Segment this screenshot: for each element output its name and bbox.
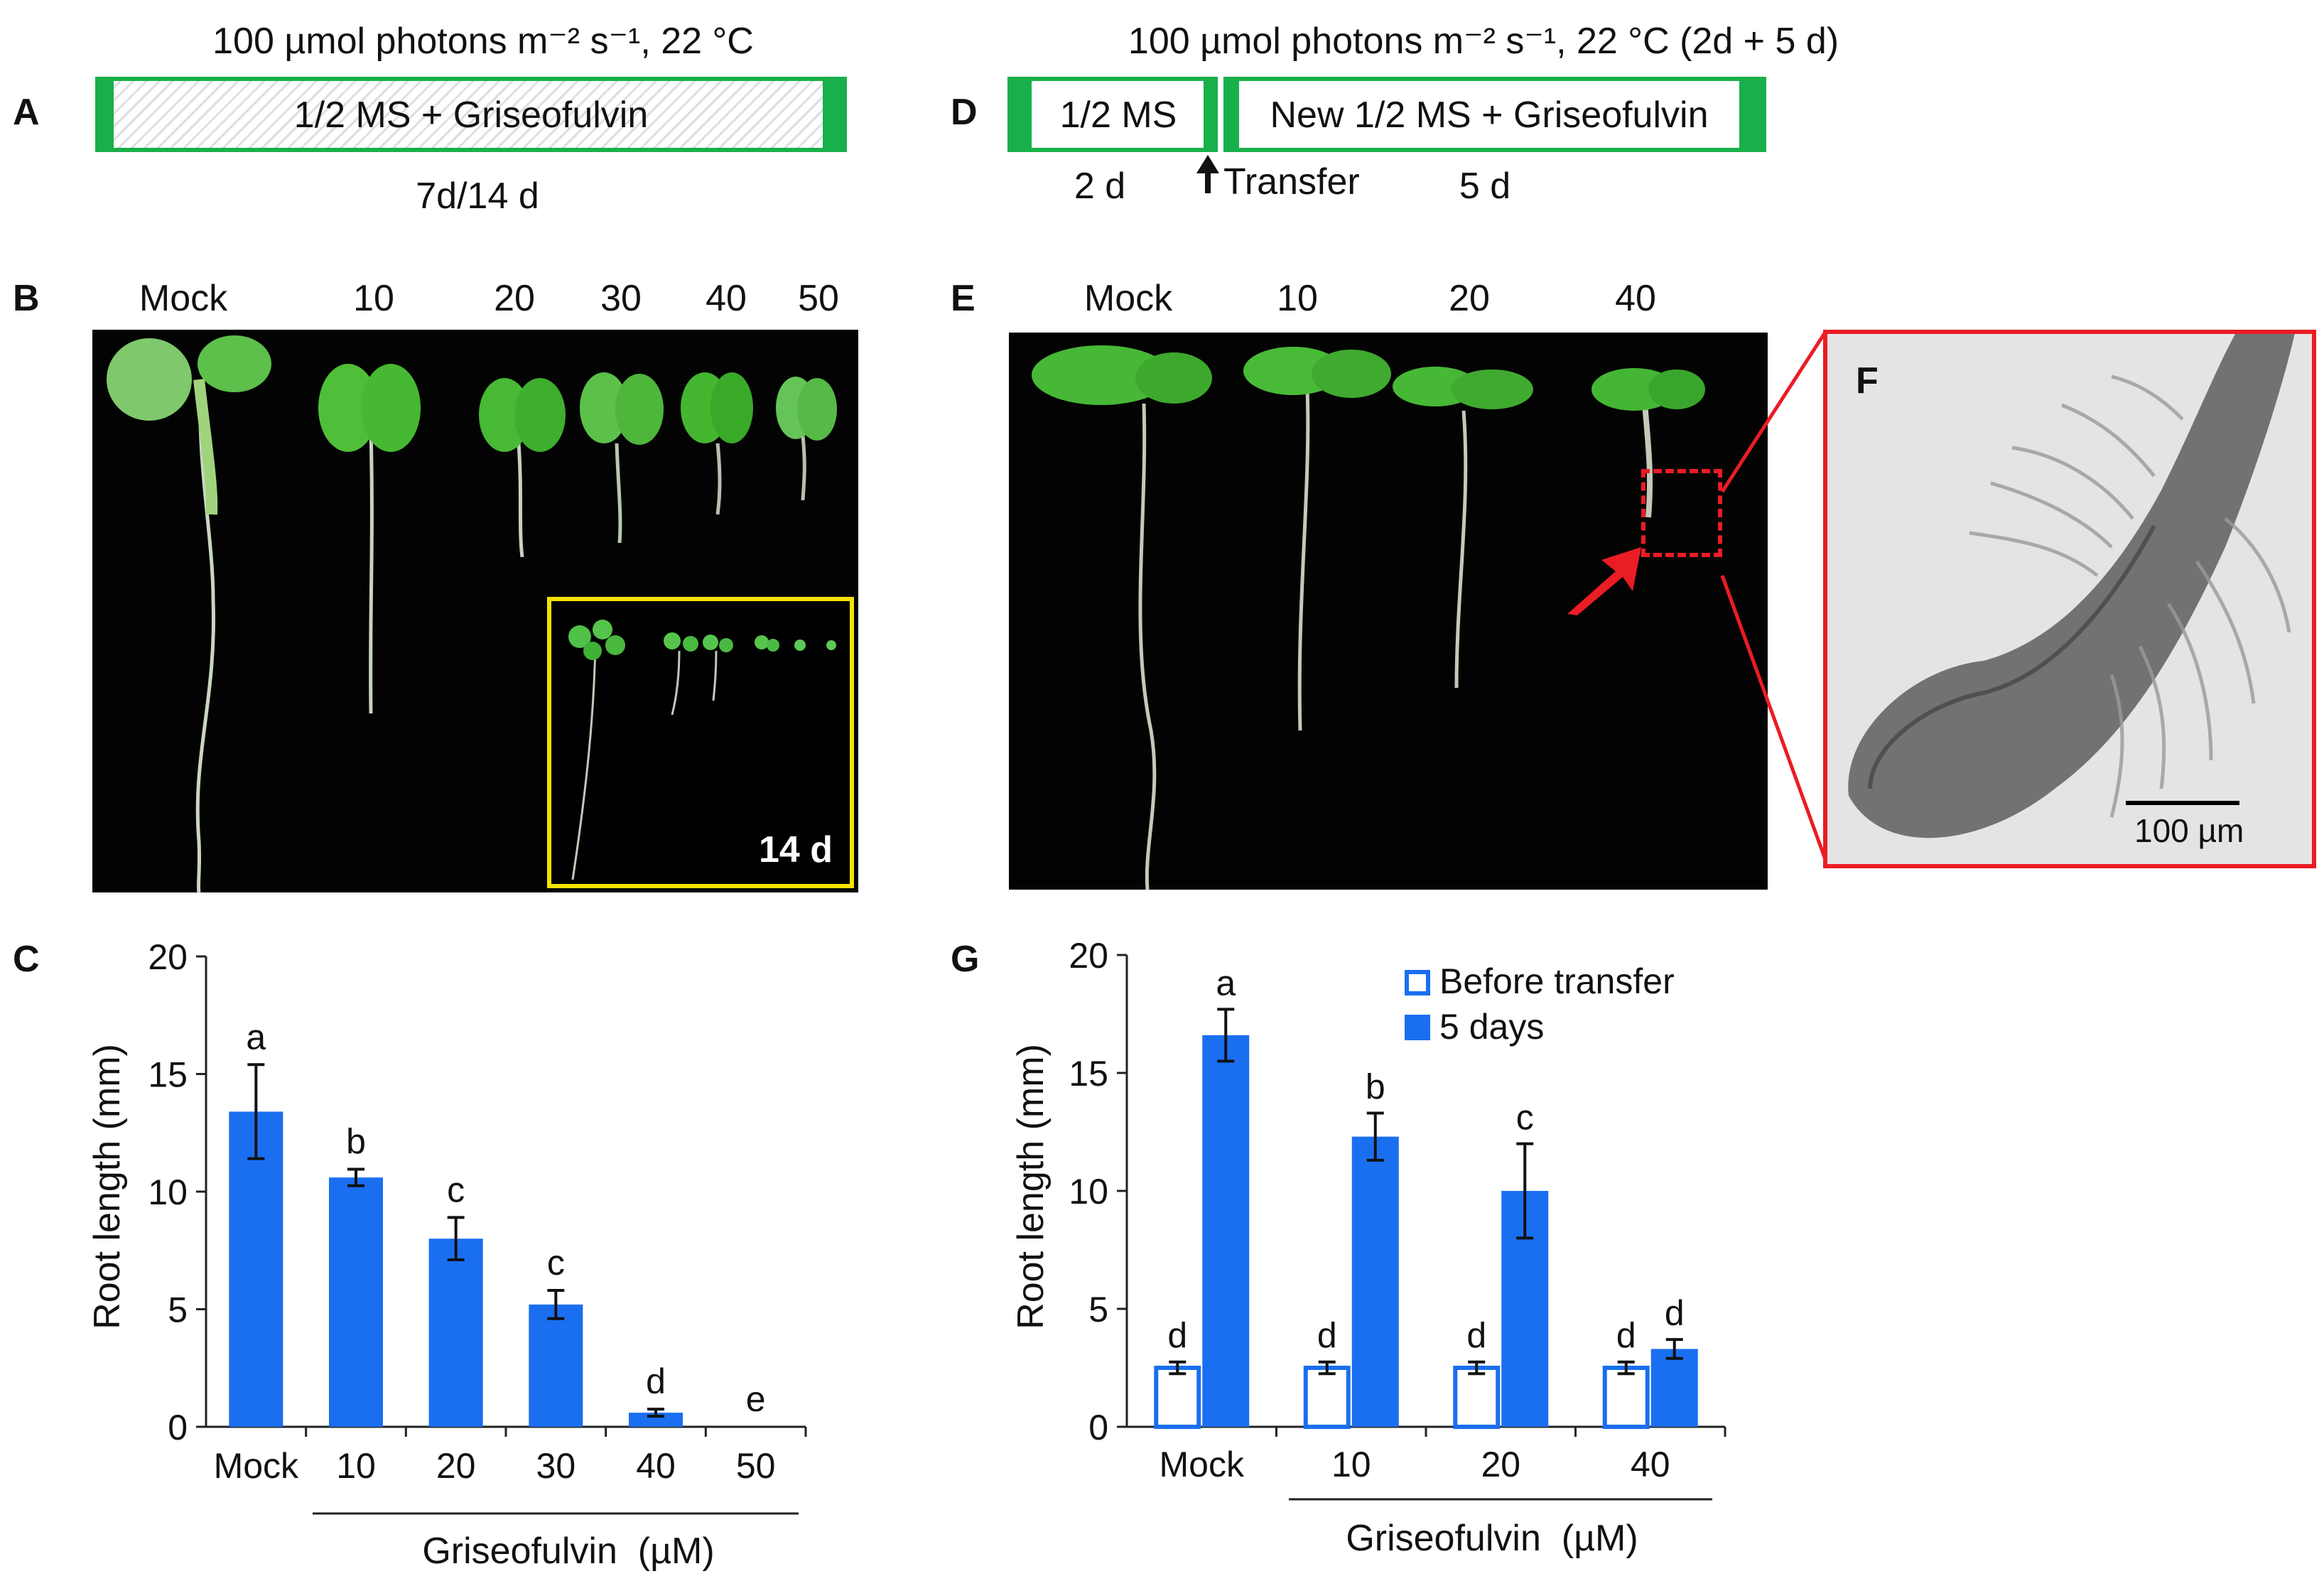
panel-label-a: A	[13, 92, 40, 133]
chart-g-sig-letter: d	[1317, 1316, 1337, 1356]
chart-g-bar-5-days	[1351, 1136, 1399, 1427]
chart-g-sig-letter: d	[1665, 1293, 1685, 1333]
chart-g-bar-before-transfer	[1303, 1366, 1351, 1429]
chart-g-sig-letter: b	[1366, 1067, 1385, 1106]
chart-c-sig-letter: b	[346, 1122, 366, 1162]
chart-g-ylabel: Root length (mm)	[1010, 1044, 1052, 1329]
panel-a-condition: 100 µmol photons m⁻² s⁻¹, 22 °C	[212, 21, 754, 62]
panel-b-col-40: 40	[706, 278, 747, 319]
chart-c-ytick-label: 15	[148, 1055, 188, 1095]
chart-c-sig-letter: c	[447, 1170, 465, 1209]
chart-c-bar	[629, 1413, 683, 1427]
panel-f-micrograph: F 100 µm	[1823, 330, 2316, 868]
panel-e-col-40: 40	[1615, 278, 1656, 319]
legend-swatch-before-transfer	[1405, 970, 1430, 995]
chart-c-ytick-label: 5	[168, 1290, 188, 1330]
chart-g-bar-5-days	[1202, 1035, 1250, 1427]
panel-d-condition: 100 µmol photons m⁻² s⁻¹, 22 °C (2d + 5 …	[1128, 21, 1839, 62]
panel-e-col-10: 10	[1277, 278, 1318, 319]
panel-d-medium-after: New 1/2 MS + Griseofulvin	[1270, 95, 1709, 136]
panel-d-duration-before: 2 d	[1074, 166, 1126, 207]
chart-c-category-label: 30	[536, 1446, 576, 1486]
chart-c-bar	[229, 1111, 283, 1427]
panel-a-medium-bar: 1/2 MS + Griseofulvin	[95, 77, 847, 152]
chart-c-bar	[329, 1177, 383, 1427]
chart-c-ytick-label: 10	[148, 1172, 188, 1212]
panel-label-g: G	[951, 939, 980, 980]
chart-g-bar-before-transfer	[1602, 1366, 1650, 1429]
chart-g-sig-letter: d	[1167, 1316, 1187, 1356]
root-micrograph-image	[1827, 334, 2312, 864]
chart-c-sig-letter: a	[246, 1017, 266, 1057]
panel-b-inset-label: 14 d	[758, 829, 833, 870]
chart-c-ytick-label: 0	[168, 1408, 188, 1447]
panel-e-col-mock: Mock	[1083, 278, 1173, 319]
legend-label-5-days: 5 days	[1439, 1007, 1544, 1047]
transfer-arrow-icon	[1196, 155, 1219, 193]
chart-g-ytick-label: 20	[1069, 936, 1108, 976]
legend-label-before-transfer: Before transfer	[1439, 961, 1675, 1001]
chart-c-bar	[428, 1239, 483, 1427]
chart-c-category-label: 50	[736, 1446, 776, 1486]
chart-c-ylabel: Root length (mm)	[87, 1044, 128, 1329]
chart-g-bar-5-days	[1650, 1349, 1698, 1427]
chart-c-sig-letter: e	[746, 1379, 766, 1419]
panel-b-col-50: 50	[798, 278, 839, 319]
chart-c-category-label: 20	[436, 1446, 476, 1486]
panel-b-col-30: 30	[600, 278, 642, 319]
panel-d-transfer-label: Transfer	[1223, 161, 1360, 203]
panel-b-seedling-photo: 14 d	[92, 330, 858, 892]
red-arrow-icon	[1567, 547, 1641, 615]
panel-label-e: E	[951, 278, 975, 319]
chart-c: 0 5 10 15 20 a Mock b 10 c 20 c 30 d 40 e 50 Root lengt…	[87, 937, 807, 1572]
chart-g-category-label: 10	[1331, 1445, 1371, 1484]
chart-c-category-label: Mock	[214, 1446, 299, 1486]
zoom-connector	[1720, 330, 1828, 862]
chart-g-category-label: Mock	[1160, 1445, 1245, 1484]
panel-e-seedling-photo	[1009, 333, 1768, 890]
chart-g-xlabel: Griseofulvin (µM)	[1346, 1518, 1638, 1559]
chart-g-ytick-label: 0	[1088, 1408, 1108, 1447]
panel-e-col-20: 20	[1449, 278, 1490, 319]
panel-label-f: F	[1856, 360, 1879, 401]
panel-label-d: D	[951, 92, 978, 133]
chart-c-sig-letter: d	[646, 1361, 666, 1401]
panel-b-col-mock: Mock	[139, 278, 228, 319]
panel-b-col-10: 10	[353, 278, 394, 319]
chart-c-xlabel: Griseofulvin (µM)	[422, 1531, 714, 1572]
panel-d-duration-after: 5 d	[1459, 166, 1511, 207]
panel-b-col-20: 20	[494, 278, 535, 319]
chart-c-category-label: 40	[636, 1446, 676, 1486]
panel-a-medium-label: 1/2 MS + Griseofulvin	[293, 95, 649, 136]
inset-seedlings-image	[568, 620, 836, 880]
panel-b-inset: 14 d	[547, 597, 854, 888]
panel-d-medium-before: 1/2 MS	[1059, 95, 1177, 136]
seedling-photo-b-image	[107, 335, 837, 892]
chart-g-category-label: 40	[1631, 1445, 1670, 1484]
chart-g-sig-letter: d	[1466, 1316, 1486, 1356]
panel-d-medium-bar: 1/2 MS New 1/2 MS + Griseofulvin	[1007, 77, 1766, 152]
legend-swatch-5-days	[1405, 1015, 1430, 1040]
chart-c-ytick-label: 20	[148, 937, 188, 977]
chart-g-sig-letter: a	[1216, 963, 1236, 1003]
chart-g-ytick-label: 5	[1088, 1290, 1108, 1329]
chart-g-sig-letter: c	[1516, 1098, 1534, 1138]
panel-f-scale-bar-label: 100 µm	[2134, 812, 2244, 849]
chart-c-sig-letter: c	[547, 1243, 565, 1283]
panel-a-duration: 7d/14 d	[416, 176, 539, 217]
chart-g-bar-before-transfer	[1154, 1366, 1201, 1429]
chart-g-category-label: 20	[1481, 1445, 1520, 1484]
chart-g-sig-letter: d	[1616, 1316, 1636, 1356]
seedling-photo-e-image	[1032, 345, 1705, 890]
chart-c-category-label: 10	[336, 1446, 376, 1486]
panel-label-c: C	[13, 939, 40, 980]
panel-label-b: B	[13, 278, 40, 319]
panel-e-highlight-box	[1641, 469, 1722, 557]
chart-g-ytick-label: 10	[1069, 1172, 1108, 1212]
chart-c-bar	[529, 1304, 583, 1427]
chart-g-ytick-label: 15	[1069, 1054, 1108, 1094]
chart-g-bar-before-transfer	[1453, 1366, 1501, 1429]
